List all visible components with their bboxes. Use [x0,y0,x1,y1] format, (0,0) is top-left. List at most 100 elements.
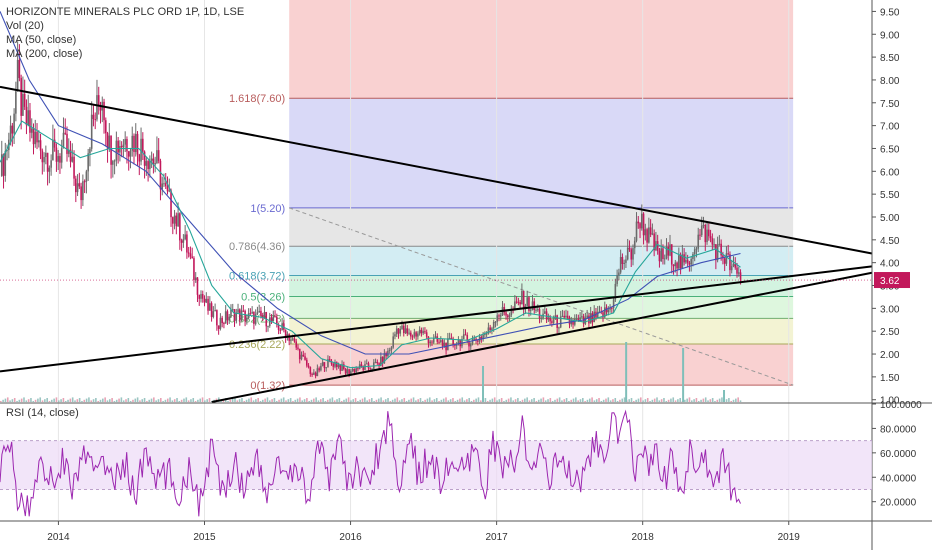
volume-bar [266,397,269,402]
candle-body [55,147,58,162]
candle-body [415,332,417,337]
volume-bar [595,399,598,402]
candle-body [293,338,296,342]
volume-bar [667,399,670,402]
volume-bar [271,399,273,402]
volume-bar [484,398,487,402]
volume-bar [697,401,700,402]
candle-body [11,125,14,134]
volume-bar [129,401,132,402]
volume-bar [57,400,60,402]
volume-bar [521,399,524,402]
candle-body [156,150,158,164]
candle-body [34,131,37,145]
candle-body [29,110,31,133]
volume-bar [725,399,728,402]
volume-bar [308,401,310,402]
volume-bar [127,398,130,402]
volume-bar [612,399,614,402]
volume-bar [623,397,626,402]
candle-body [171,217,174,224]
fib-level-label: 0.5(3.26) [241,291,285,303]
candle-body [64,132,67,134]
candle-body [339,364,342,371]
volume-bar [120,397,123,402]
legend-ma50: MA (50, close) [6,34,77,46]
volume-bar [113,401,116,402]
volume-bar [684,399,686,402]
candle-body [492,322,495,329]
candle-body [395,328,398,335]
candle-body [427,336,430,344]
candle-body [256,312,259,315]
volume-bar [602,399,605,402]
candle-body [522,291,525,310]
candle-body [656,241,659,251]
candle-body [455,343,458,346]
candle-body [623,262,625,264]
candle-body [653,233,655,251]
candle-body [628,247,631,250]
volume-bar [125,399,127,402]
volume-bar [732,399,735,402]
candle-body [672,264,675,267]
volume-bar [30,398,32,402]
candle-body [18,59,21,78]
volume-bar [718,398,721,402]
candle-body [52,139,54,161]
candle-body [706,229,708,243]
candle-body [737,272,740,274]
candle-body [82,181,84,201]
volume-bar [354,398,357,402]
time-tick-label: 2014 [47,532,70,543]
volume-bar [278,399,280,402]
volume-bar [197,399,199,402]
volume-spike [625,342,628,402]
volume-bar [558,397,561,402]
volume-bar [347,397,350,402]
candle-body [447,338,449,351]
volume-bar [88,397,90,402]
candle-body [693,249,696,255]
candle-body [83,181,86,183]
volume-bar [141,399,144,402]
candle-body [611,307,613,309]
volume-bar [739,400,742,402]
volume-bar [387,398,389,402]
candle-body [96,95,98,120]
candle-body [639,223,641,229]
candle-body [152,158,155,165]
volume-bar [150,398,153,402]
volume-bar [598,398,600,402]
volume-bar [479,400,482,402]
volume-bar [357,401,359,402]
volume-bar [635,399,637,402]
candle-body [217,325,220,329]
candle-body [618,272,620,276]
candle-body [200,294,202,299]
candle-body [549,317,551,322]
volume-bar [461,397,464,402]
candle-body [157,150,160,161]
volume-bar [473,399,475,402]
volume-bar [670,398,672,402]
candle-body [304,356,306,360]
volume-bar [542,397,545,402]
candle-body [230,309,232,317]
volume-bar [646,398,649,402]
volume-bar [331,397,334,402]
candle-body [92,114,95,120]
candle-body [561,315,564,317]
volume-bar [220,400,222,402]
candle-body [313,372,315,375]
volume-bar [510,397,512,402]
volume-bar [709,399,712,402]
candle-body [468,340,470,347]
volume-bar [588,398,591,402]
candle-body [108,135,111,150]
candle-body [566,315,569,318]
candle-body [48,167,51,172]
volume-bar [653,398,656,402]
volume-bar [549,398,552,402]
candle-body [438,341,440,343]
